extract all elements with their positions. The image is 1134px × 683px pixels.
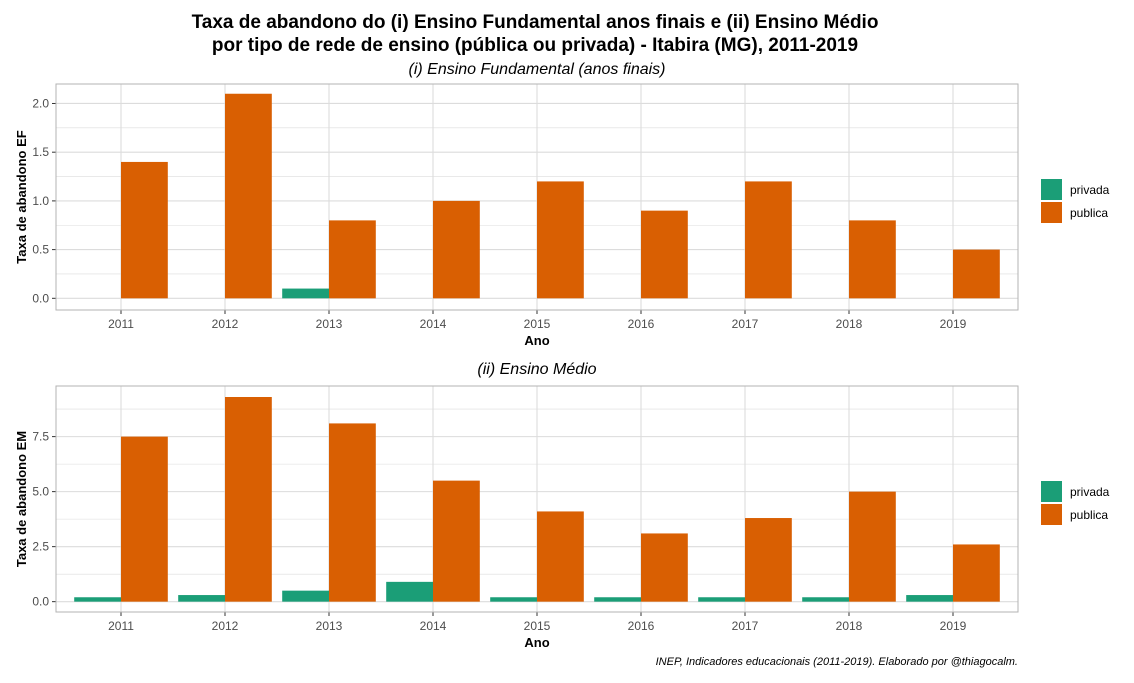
- panel-2-bar-publica-2015: [537, 511, 584, 602]
- panel-1-y-tick-label: 1.5: [32, 145, 49, 159]
- panel-1-bar-publica-2015: [537, 181, 584, 299]
- panel-2-bar-publica-2016: [641, 533, 688, 602]
- panel-2-bar-publica-2014: [433, 480, 480, 602]
- panel-2-bar-privada-2015: [490, 597, 537, 602]
- panel-2-bar-privada-2018: [802, 597, 849, 602]
- panel-2-x-tick-label: 2013: [316, 619, 343, 633]
- panel-2-x-tick-label: 2019: [940, 619, 967, 633]
- panel-1-title: (i) Ensino Fundamental (anos finais): [408, 61, 666, 78]
- legend-label-privada: privada: [1070, 484, 1110, 499]
- panel-2-bar-privada-2014: [386, 581, 433, 602]
- panel-1-x-tick-label: 2017: [732, 317, 759, 331]
- panel-1-y-tick-label: 0.5: [32, 243, 49, 257]
- panel-1-bar-publica-2014: [433, 200, 480, 299]
- legend-item-publica: publica: [1041, 201, 1109, 224]
- panel-1-bar-publica-2016: [641, 210, 688, 299]
- panel-2-y-tick-label: 2.5: [32, 540, 49, 554]
- panel-2-y-axis-title: Taxa de abandono EM: [14, 431, 29, 567]
- panel-2-bar-privada-2016: [594, 597, 641, 602]
- panel-2-y-tick-label: 7.5: [32, 430, 49, 444]
- panel-2-bar-publica-2018: [849, 491, 896, 602]
- panel-2-bar-privada-2011: [74, 597, 121, 602]
- panel-2-bar-publica-2011: [121, 436, 168, 602]
- panel-2-bar-privada-2012: [178, 595, 225, 602]
- panel-1-x-tick-label: 2013: [316, 317, 343, 331]
- panel-1-y-tick-label: 1.0: [32, 194, 49, 208]
- panel-2-x-tick-label: 2015: [524, 619, 551, 633]
- legend-swatch-privada: [1041, 179, 1062, 200]
- panel-1-x-tick-label: 2016: [628, 317, 655, 331]
- panel-1-bar-privada-2013: [282, 288, 329, 299]
- panel-2-y-tick-label: 5.0: [32, 485, 49, 499]
- source-caption: INEP, Indicadores educacionais (2011-201…: [655, 656, 1018, 668]
- panel-2-panel-border: [55, 385, 1019, 613]
- panel-2-bar-privada-2019: [906, 595, 953, 602]
- panel-1-x-tick-label: 2019: [940, 317, 967, 331]
- panel-2-bar-privada-2013: [282, 590, 329, 602]
- panel-2-x-tick-label: 2012: [212, 619, 239, 633]
- legend-label-publica: publica: [1070, 205, 1109, 220]
- panel-2-x-axis-title: Ano: [524, 635, 549, 650]
- chart-title-line-2: por tipo de rede de ensino (pública ou p…: [211, 35, 859, 56]
- panel-1-y-tick-label: 0.0: [32, 291, 49, 305]
- panel-1-bar-publica-2013: [329, 220, 376, 299]
- panel-2-x-tick-label: 2018: [836, 619, 863, 633]
- legend-label-publica: publica: [1070, 507, 1109, 522]
- panel-2-x-tick-label: 2011: [108, 619, 134, 633]
- panel-1-x-tick-label: 2015: [524, 317, 551, 331]
- legend-item-privada: privada: [1041, 480, 1109, 503]
- panel-1-bar-publica-2018: [849, 220, 896, 299]
- panel-2-x-tick-label: 2017: [732, 619, 759, 633]
- panel-2-bar-publica-2017: [745, 518, 792, 602]
- panel-2-bar-publica-2012: [225, 397, 272, 602]
- legend-item-privada: privada: [1041, 178, 1109, 201]
- chart-title-line-1: Taxa de abandono do (i) Ensino Fundament…: [191, 12, 879, 33]
- panel-1-x-tick-label: 2012: [212, 317, 239, 331]
- panel-1-panel-border: [55, 83, 1019, 311]
- panel-1-bar-publica-2011: [121, 161, 168, 299]
- panel-1-legend: privada publica: [1041, 178, 1109, 224]
- panel-1-x-tick-label: 2011: [108, 317, 134, 331]
- panel-2-y-tick-label: 0.0: [32, 595, 49, 609]
- legend-item-publica: publica: [1041, 503, 1109, 526]
- panel-1-x-tick-label: 2018: [836, 317, 863, 331]
- panel-1-y-tick-label: 2.0: [32, 96, 49, 110]
- legend-swatch-privada: [1041, 481, 1062, 502]
- panel-1-bar-publica-2019: [953, 249, 1000, 299]
- panel-2-bar-privada-2017: [698, 597, 745, 602]
- legend-swatch-publica: [1041, 202, 1062, 223]
- panel-2-title: (ii) Ensino Médio: [477, 361, 597, 378]
- legend-label-privada: privada: [1070, 182, 1110, 197]
- panel-1-y-axis-title: Taxa de abandono EF: [14, 130, 29, 263]
- panel-2-bar-publica-2013: [329, 423, 376, 602]
- panel-2-x-tick-label: 2014: [420, 619, 447, 633]
- panel-1-x-axis-title: Ano: [524, 333, 549, 348]
- legend-swatch-publica: [1041, 504, 1062, 525]
- panel-2-legend: privada publica: [1041, 480, 1109, 526]
- panel-1-bar-publica-2017: [745, 181, 792, 299]
- panel-2-bar-publica-2019: [953, 544, 1000, 602]
- panel-1-bar-publica-2012: [225, 93, 272, 299]
- panel-1-x-tick-label: 2014: [420, 317, 447, 331]
- panel-2-x-tick-label: 2016: [628, 619, 655, 633]
